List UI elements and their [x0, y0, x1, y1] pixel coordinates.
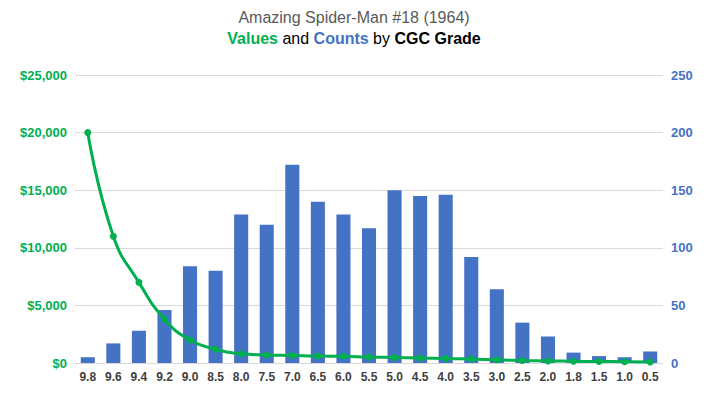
- svg-text:3.5: 3.5: [463, 370, 480, 384]
- svg-text:250: 250: [671, 68, 693, 83]
- svg-text:6.5: 6.5: [310, 370, 327, 384]
- svg-text:9.2: 9.2: [156, 370, 173, 384]
- svg-text:7.0: 7.0: [284, 370, 301, 384]
- svg-text:5.0: 5.0: [386, 370, 403, 384]
- svg-text:150: 150: [671, 183, 693, 198]
- svg-text:$0: $0: [53, 356, 67, 371]
- svg-text:by: by: [369, 30, 395, 47]
- svg-text:0: 0: [671, 356, 678, 371]
- svg-text:$5,000: $5,000: [27, 298, 67, 313]
- svg-text:100: 100: [671, 240, 693, 255]
- svg-text:4.0: 4.0: [437, 370, 454, 384]
- svg-text:1.5: 1.5: [591, 370, 608, 384]
- svg-text:Amazing Spider-Man #18 (1964): Amazing Spider-Man #18 (1964): [238, 9, 469, 26]
- svg-text:Values: Values: [227, 30, 278, 47]
- svg-text:200: 200: [671, 125, 693, 140]
- svg-text:4.5: 4.5: [412, 370, 429, 384]
- svg-text:50: 50: [671, 298, 685, 313]
- svg-text:2.0: 2.0: [540, 370, 557, 384]
- svg-text:1.0: 1.0: [616, 370, 633, 384]
- svg-text:8.5: 8.5: [207, 370, 224, 384]
- svg-text:8.0: 8.0: [233, 370, 250, 384]
- svg-text:Counts: Counts: [314, 30, 369, 47]
- svg-text:9.0: 9.0: [182, 370, 199, 384]
- svg-text:0.5: 0.5: [642, 370, 659, 384]
- svg-text:$20,000: $20,000: [20, 125, 67, 140]
- svg-text:5.5: 5.5: [361, 370, 378, 384]
- svg-text:2.5: 2.5: [514, 370, 531, 384]
- svg-text:9.4: 9.4: [131, 370, 148, 384]
- svg-text:6.0: 6.0: [335, 370, 352, 384]
- svg-text:9.8: 9.8: [79, 370, 96, 384]
- svg-text:7.5: 7.5: [258, 370, 275, 384]
- svg-text:3.0: 3.0: [488, 370, 505, 384]
- svg-text:$15,000: $15,000: [20, 183, 67, 198]
- svg-text:and: and: [278, 30, 314, 47]
- svg-text:9.6: 9.6: [105, 370, 122, 384]
- svg-text:CGC Grade: CGC Grade: [394, 30, 480, 47]
- svg-text:$25,000: $25,000: [20, 68, 67, 83]
- svg-text:$10,000: $10,000: [20, 240, 67, 255]
- svg-text:1.8: 1.8: [565, 370, 582, 384]
